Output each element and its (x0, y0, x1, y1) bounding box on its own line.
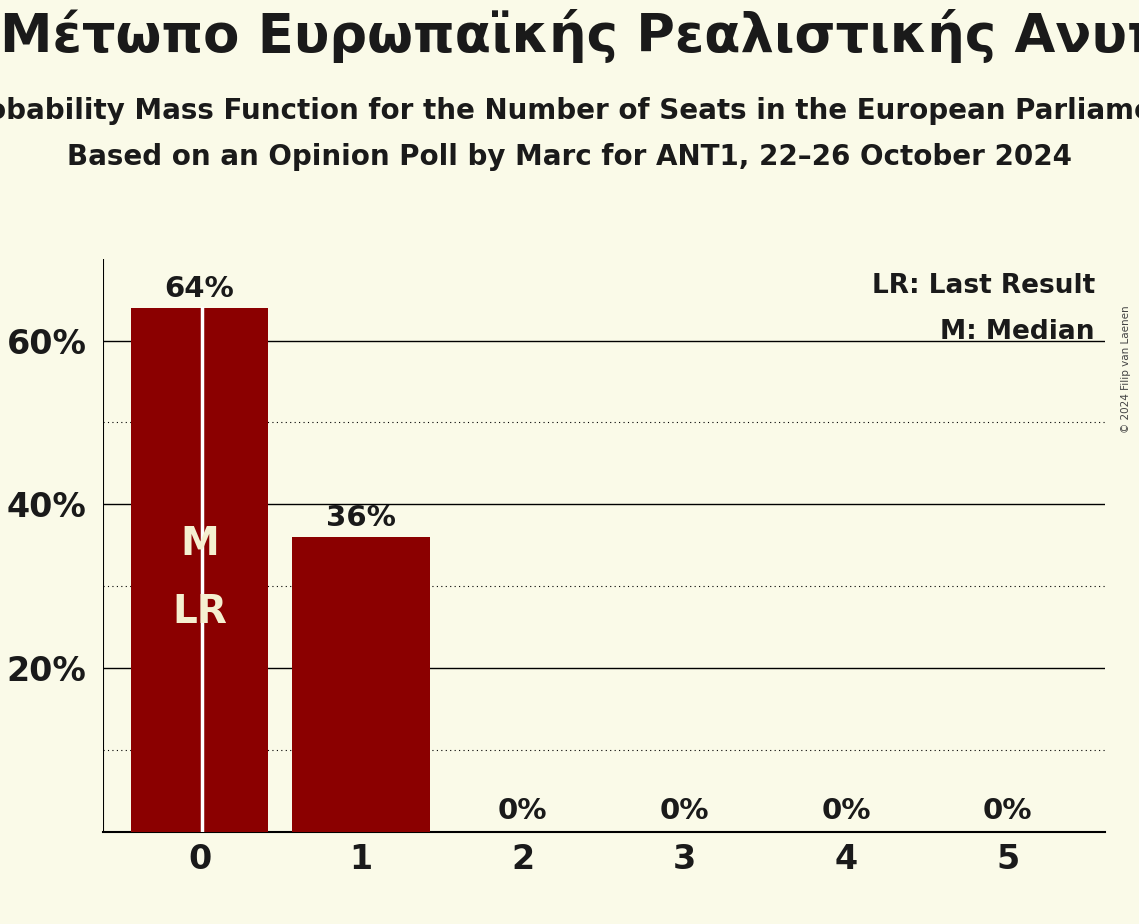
Text: LR: Last Result: LR: Last Result (871, 274, 1095, 299)
Text: 0%: 0% (659, 797, 710, 825)
Bar (293, 537, 429, 832)
Text: © 2024 Filip van Laenen: © 2024 Filip van Laenen (1121, 306, 1131, 433)
Text: LR: LR (172, 592, 227, 630)
Bar (131, 308, 268, 832)
Text: 0%: 0% (983, 797, 1033, 825)
Text: M: Median: M: Median (941, 319, 1095, 345)
Text: M: M (180, 525, 219, 563)
Text: 0%: 0% (821, 797, 871, 825)
Text: 0%: 0% (498, 797, 548, 825)
Text: Based on an Opinion Poll by Marc for ANT1, 22–26 October 2024: Based on an Opinion Poll by Marc for ANT… (67, 143, 1072, 171)
Text: 64%: 64% (165, 275, 235, 303)
Text: 36%: 36% (326, 505, 396, 532)
Text: Μέτωπο Ευρωπαϊκής Ρεαλιστικής Ανυπακοής (GUE/NGL): Μέτωπο Ευρωπαϊκής Ρεαλιστικής Ανυπακοής … (0, 9, 1139, 63)
Text: Probability Mass Function for the Number of Seats in the European Parliament: Probability Mass Function for the Number… (0, 97, 1139, 125)
